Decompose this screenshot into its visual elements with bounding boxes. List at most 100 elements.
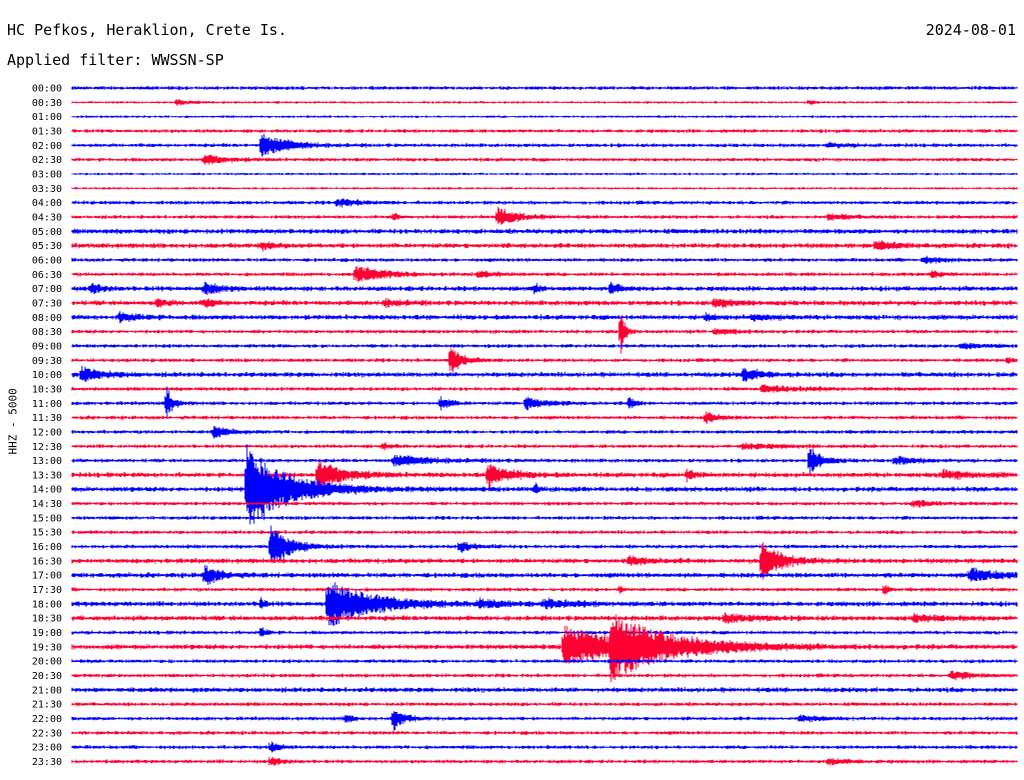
row-time-label: 15:30: [32, 528, 62, 539]
trace-row: [71, 316, 1018, 354]
trace-row: [71, 515, 1018, 520]
row-time-label: 10:00: [32, 370, 62, 381]
row-time-label: 07:00: [32, 284, 62, 295]
trace-row: [71, 311, 1018, 324]
row-time-label: 14:30: [32, 499, 62, 510]
trace-row: [71, 365, 1018, 382]
row-time-label: 08:30: [32, 327, 62, 338]
station-title: HC Pefkos, Heraklion, Crete Is.: [7, 21, 287, 39]
row-time-label: 05:00: [32, 227, 62, 238]
trace-row: [71, 627, 1018, 637]
row-time-label: 16:30: [32, 556, 62, 567]
row-time-label: 09:30: [32, 356, 62, 367]
row-time-label: 12:00: [32, 427, 62, 438]
trace-row: [71, 730, 1018, 736]
trace-row: [71, 134, 1018, 157]
row-time-label: 23:00: [32, 743, 62, 754]
trace-row: [71, 542, 1018, 580]
trace-row: [71, 702, 1018, 707]
row-time-label: 06:30: [32, 270, 62, 281]
trace-row: [71, 186, 1018, 190]
trace-row: [71, 298, 1018, 309]
row-time-label: 18:00: [32, 599, 62, 610]
trace-row: [71, 500, 1018, 508]
trace-row: [71, 115, 1018, 119]
trace-row: [71, 612, 1018, 624]
trace-row: [71, 711, 1018, 731]
row-time-label: 18:30: [32, 614, 62, 625]
trace-row: [71, 255, 1018, 264]
row-time-label: 14:00: [32, 485, 62, 496]
row-time-label: 23:30: [32, 757, 62, 768]
row-time-label: 10:30: [32, 384, 62, 395]
trace-row: [71, 565, 1018, 585]
trace-row: [71, 198, 1018, 208]
row-time-label: 12:30: [32, 442, 62, 453]
row-time-label: 20:30: [32, 671, 62, 682]
row-time-label: 21:30: [32, 700, 62, 711]
trace-row: [71, 659, 1018, 664]
row-time-label: 02:30: [32, 155, 62, 166]
row-time-label: 00:00: [32, 84, 62, 95]
trace-row: [71, 461, 1018, 490]
trace-row: [71, 757, 1018, 766]
trace-row: [71, 172, 1018, 176]
row-time-label: 17:30: [32, 585, 62, 596]
row-time-label: 11:00: [32, 399, 62, 410]
row-time-label: 11:30: [32, 413, 62, 424]
row-time-label: 21:00: [32, 685, 62, 696]
row-time-label: 06:00: [32, 255, 62, 266]
row-time-label: 22:30: [32, 728, 62, 739]
trace-row: [71, 442, 1018, 451]
trace-row: [71, 530, 1018, 535]
row-time-label: 22:00: [32, 714, 62, 725]
row-time-label: 13:00: [32, 456, 62, 467]
row-time-label: 05:30: [32, 241, 62, 252]
row-time-label: 04:30: [32, 212, 62, 223]
row-time-label: 15:00: [32, 513, 62, 524]
trace-row: [71, 614, 1018, 683]
date-label: 2024-08-01: [925, 21, 1016, 39]
row-time-label: 13:30: [32, 470, 62, 481]
trace-row: [71, 348, 1018, 372]
trace-row: [71, 585, 1018, 595]
trace-row: [71, 99, 1018, 106]
row-time-label: 04:00: [32, 198, 62, 209]
trace-row: [71, 154, 1018, 165]
trace-row: [71, 670, 1018, 681]
row-time-label: 20:00: [32, 657, 62, 668]
row-time-label: 01:00: [32, 112, 62, 123]
trace-row: [71, 281, 1018, 295]
trace-row: [71, 128, 1018, 134]
row-time-label: 01:30: [32, 126, 62, 137]
row-time-label: 08:00: [32, 313, 62, 324]
filter-label: Applied filter: WWSSN-SP: [7, 51, 224, 69]
row-time-label: 02:00: [32, 141, 62, 152]
row-time-label: 19:30: [32, 642, 62, 653]
row-time-label: 09:00: [32, 341, 62, 352]
trace-row: [71, 582, 1018, 626]
row-time-label: 16:00: [32, 542, 62, 553]
trace-row: [71, 228, 1018, 235]
row-time-label: 03:30: [32, 184, 62, 195]
trace-row: [71, 525, 1018, 563]
trace-row: [71, 741, 1018, 753]
trace-row: [71, 206, 1018, 225]
trace-row: [71, 384, 1018, 393]
row-time-label: 03:00: [32, 169, 62, 180]
trace-row: [71, 411, 1018, 424]
trace-row: [71, 449, 1018, 475]
trace-row: [71, 240, 1018, 252]
row-time-label: 07:30: [32, 298, 62, 309]
trace-row: [71, 686, 1018, 693]
trace-row: [71, 342, 1018, 350]
row-time-label: 19:00: [32, 628, 62, 639]
trace-row: [71, 266, 1018, 282]
row-time-label: 00:30: [32, 98, 62, 109]
trace-row: [71, 444, 1018, 525]
trace-row: [71, 85, 1018, 91]
row-time-label: 17:00: [32, 571, 62, 582]
trace-row: [71, 386, 1018, 418]
trace-row: [71, 426, 1018, 439]
